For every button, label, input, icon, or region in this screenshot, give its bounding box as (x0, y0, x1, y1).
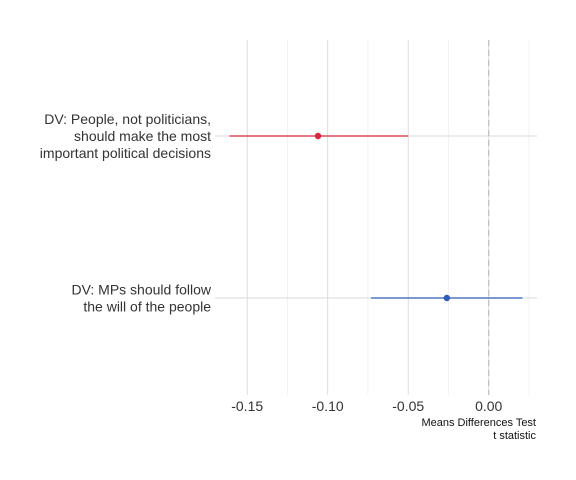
x-axis-title-line-2: t statistic (493, 430, 536, 442)
point-estimate (443, 294, 451, 302)
x-tick-label: -0.15 (231, 398, 263, 414)
point-estimate (314, 132, 322, 140)
category-label-line: the will of the people (83, 299, 211, 315)
marks-layer (229, 132, 523, 302)
category-label-line: DV: MPs should follow (71, 282, 211, 298)
x-axis-title-line-1: Means Differences Test (421, 417, 536, 429)
x-tick-label: 0.00 (475, 398, 502, 414)
x-tick-label: -0.10 (312, 398, 344, 414)
category-label-line: important political decisions (40, 145, 211, 161)
x-tick-labels: -0.15 -0.10 -0.05 0.00 (231, 398, 502, 414)
category-label-line: DV: People, not politicians, (44, 111, 211, 127)
x-tick-label: -0.05 (392, 398, 424, 414)
category-labels: DV: People, not politicians,should make … (40, 111, 212, 315)
category-label-line: should make the most (74, 128, 211, 144)
